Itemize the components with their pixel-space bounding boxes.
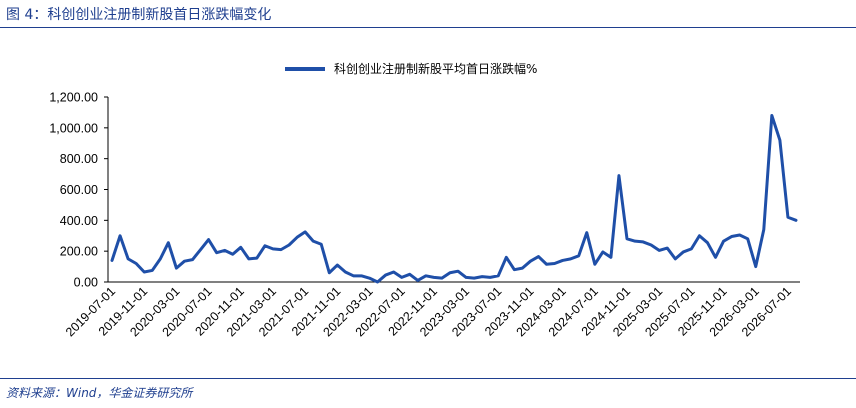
- title-rule: [0, 27, 856, 28]
- x-axis: 2019-07-012019-11-012020-03-012020-07-01…: [63, 281, 800, 339]
- y-tick-label: 1,200.00: [49, 91, 98, 105]
- y-tick-label: 0.00: [74, 276, 98, 290]
- source-note: 资料来源：Wind，华金证券研究所: [6, 386, 193, 400]
- legend-label: 科创创业注册制新股平均首日涨跌幅%: [334, 61, 537, 76]
- line-chart: 科创创业注册制新股平均首日涨跌幅% 0.00 200.00 400.00 600.00…: [49, 61, 800, 339]
- figure-title: 图 4：科创创业注册制新股首日涨跌幅变化: [6, 7, 272, 23]
- y-tick-label: 800.00: [60, 152, 98, 166]
- series-line: [110, 114, 798, 284]
- y-tick-label: 600.00: [60, 183, 98, 197]
- y-tick-label: 1,000.00: [49, 121, 98, 135]
- legend: 科创创业注册制新股平均首日涨跌幅%: [285, 61, 537, 76]
- y-axis: 0.00 200.00 400.00 600.00 800.00 1,000.00 1,20…: [49, 91, 109, 290]
- y-tick-label: 400.00: [60, 214, 98, 228]
- source-rule: [0, 378, 856, 379]
- y-tick-label: 200.00: [60, 245, 98, 259]
